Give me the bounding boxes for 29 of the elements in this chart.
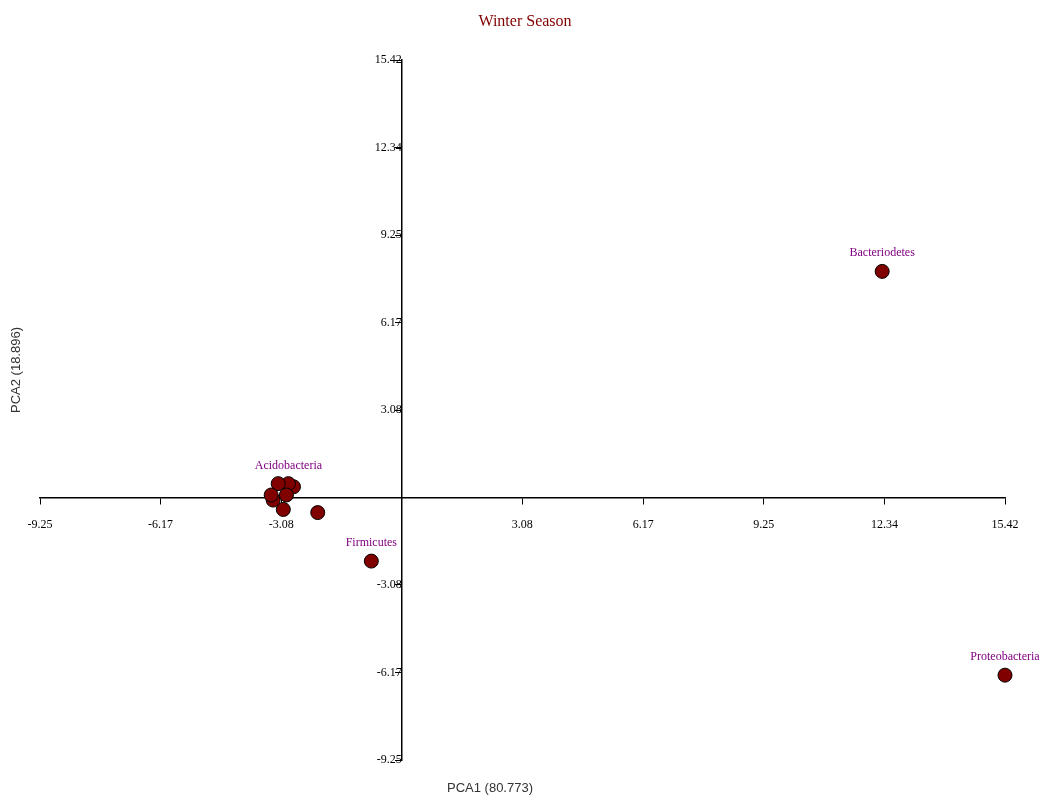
chart-title: Winter Season [478,12,572,29]
y-tick-label: 6.17 [380,314,402,329]
point [363,553,379,569]
x-tick-label: -3.08 [268,516,294,531]
x-axis-title: PCA1 (80.773) [447,780,533,795]
point [278,487,294,503]
point [275,501,291,517]
y-tick-label: -9.25 [376,752,402,767]
point [310,505,326,521]
x-tick-label: 6.17 [632,516,654,531]
x-tick-label: -6.17 [147,516,173,531]
annotation: Acidobacteria [254,457,323,472]
x-tick-label: 3.08 [511,516,533,531]
y-tick-label: 3.08 [380,402,402,417]
y-tick-label: 15.42 [374,52,402,67]
annotation: Firmicutes [345,535,398,550]
y-tick-label: 12.34 [374,139,402,154]
point [997,667,1013,683]
point [874,263,890,279]
x-tick-label: 9.25 [753,516,775,531]
x-tick-label: -9.25 [27,516,53,531]
point [270,476,286,492]
annotation: Proteobacteria [970,649,1041,664]
point [263,487,279,503]
annotation: Bacteriodetes [849,245,916,260]
y-axis-title: PCA2 (18.896) [8,327,23,413]
x-tick-label: 15.42 [991,516,1019,531]
x-tick-label: 12.34 [871,516,899,531]
y-tick-label: 9.25 [380,227,402,242]
